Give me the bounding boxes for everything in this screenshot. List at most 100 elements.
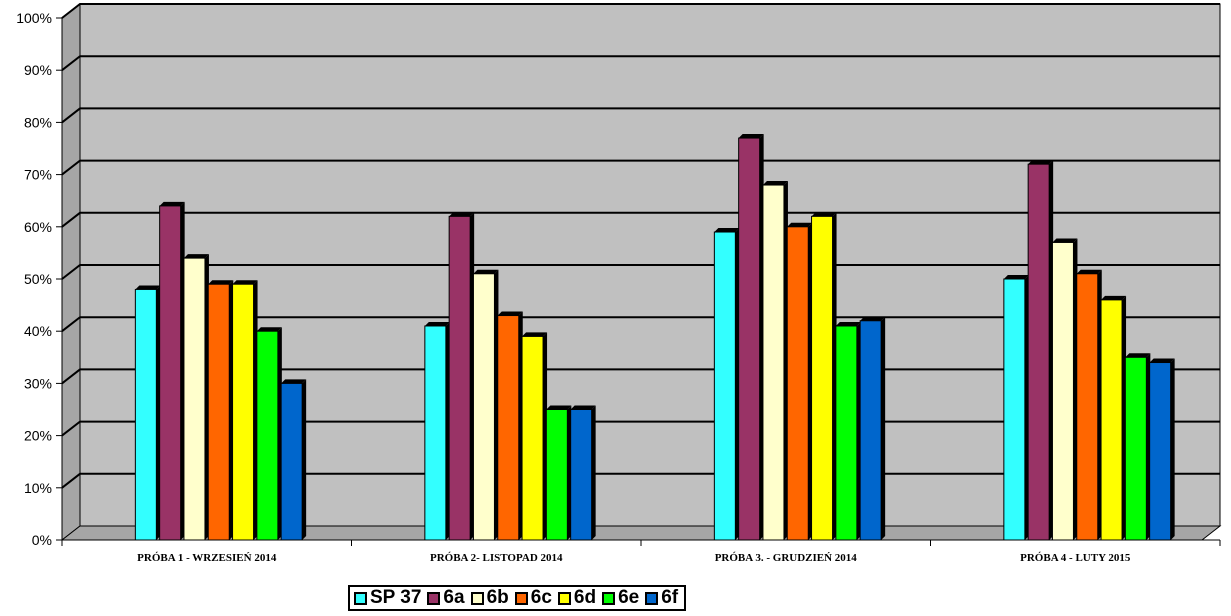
bar xyxy=(570,409,593,541)
legend-label: 6f xyxy=(661,587,679,608)
y-tick-label: 10% xyxy=(24,480,52,496)
legend-swatch xyxy=(645,591,659,605)
chart-legend: SP 37 6a 6b 6c 6d 6e 6f xyxy=(348,585,687,611)
bar xyxy=(811,215,834,541)
legend-item: 6d xyxy=(557,587,597,609)
y-tick-label: 60% xyxy=(24,219,52,235)
gridline xyxy=(61,211,1220,228)
bar-top xyxy=(546,405,572,410)
bar-top xyxy=(1149,358,1175,363)
bar-top xyxy=(497,311,523,316)
bar xyxy=(424,325,447,541)
bar xyxy=(448,215,471,541)
bar-top xyxy=(424,321,450,326)
bar-top xyxy=(1003,275,1029,279)
bar-top xyxy=(473,269,499,274)
bar-side xyxy=(591,405,596,540)
bar xyxy=(472,273,495,541)
gridline xyxy=(61,107,1220,124)
bar-top xyxy=(208,280,234,285)
bar-top xyxy=(714,228,740,233)
bar-top xyxy=(449,212,475,217)
bar xyxy=(1051,241,1074,541)
bar xyxy=(1076,273,1099,541)
bar-top xyxy=(1125,353,1151,358)
bar xyxy=(521,335,544,541)
x-tick-label: PRÓBA 4 - LUTY 2015 xyxy=(1020,552,1131,564)
legend-swatch xyxy=(427,591,441,605)
bar xyxy=(1124,356,1147,541)
bar xyxy=(256,330,279,541)
y-tick-label: 80% xyxy=(24,114,52,130)
bar-top xyxy=(159,201,185,206)
bar-top xyxy=(135,285,161,290)
bar-top xyxy=(281,379,307,384)
bar xyxy=(280,382,303,541)
x-tick-label: PRÓBA 2- LISTOPAD 2014 xyxy=(430,552,563,564)
bar-top xyxy=(522,332,548,337)
y-tick-label: 20% xyxy=(24,428,52,444)
bar xyxy=(1149,362,1172,541)
bar-top xyxy=(570,405,596,410)
bar xyxy=(207,283,230,541)
legend-item: 6a xyxy=(427,587,465,609)
legend-item: 6c xyxy=(514,587,552,609)
bar-top xyxy=(762,181,788,186)
y-tick-label: 50% xyxy=(24,271,52,287)
legend-swatch xyxy=(354,591,367,605)
legend-label: 6a xyxy=(443,587,465,608)
legend-item: SP 37 xyxy=(354,587,421,609)
bar xyxy=(762,184,785,541)
legend-swatch xyxy=(514,591,528,605)
bar xyxy=(859,320,882,541)
bar xyxy=(183,257,206,541)
bar xyxy=(1003,278,1026,541)
bar xyxy=(545,409,568,541)
bar xyxy=(1100,299,1123,541)
bar-top xyxy=(1028,160,1054,165)
legend-item: 6b xyxy=(470,587,509,609)
bar xyxy=(159,205,182,541)
gridline xyxy=(61,3,1220,19)
y-tick-label: 100% xyxy=(16,10,52,26)
bar-top xyxy=(183,254,209,259)
legend-label: 6c xyxy=(530,587,552,608)
y-tick-label: 90% xyxy=(24,62,52,78)
bar-top xyxy=(787,222,813,227)
legend-label: SP 37 xyxy=(370,587,422,608)
bar-top xyxy=(811,212,837,217)
bar-top xyxy=(835,321,861,326)
gridline xyxy=(61,264,1220,280)
bar-top xyxy=(1076,269,1102,274)
bar xyxy=(835,325,858,541)
legend-label: 6e xyxy=(618,587,640,608)
bar-side xyxy=(302,379,307,540)
y-tick-label: 40% xyxy=(24,323,52,339)
y-tick-label: 30% xyxy=(24,375,52,391)
bar-chart: 0% 10% 20% 30% 40% 50% 60% 70% 80% 90% 100% PRÓBA 1… xyxy=(16,2,1222,564)
bar xyxy=(1027,163,1050,541)
legend-swatch xyxy=(470,591,484,605)
legend-swatch xyxy=(557,591,571,605)
bar-top xyxy=(256,327,282,332)
bar-top xyxy=(1052,238,1078,243)
legend-label: 6b xyxy=(486,587,509,608)
legend-item: 6e xyxy=(602,587,639,609)
bar xyxy=(713,231,736,541)
legend-item: 6f xyxy=(645,587,678,609)
bar xyxy=(738,137,761,541)
gridline xyxy=(61,55,1220,71)
y-tick-label: 70% xyxy=(24,167,52,183)
gridline xyxy=(61,159,1220,176)
bar-top xyxy=(232,280,258,285)
bar-top xyxy=(860,316,886,321)
bar-top xyxy=(738,134,764,139)
x-tick-label: PRÓBA 3. - GRUDZIEŃ 2014 xyxy=(715,552,858,564)
bar xyxy=(497,315,520,541)
legend-swatch xyxy=(602,591,616,605)
bar xyxy=(786,226,809,541)
legend-label: 6d xyxy=(573,587,597,608)
bar xyxy=(134,288,157,541)
y-tick-label: 0% xyxy=(32,532,52,548)
x-tick-label: PRÓBA 1 - WRZESIEŃ 2014 xyxy=(137,552,277,564)
